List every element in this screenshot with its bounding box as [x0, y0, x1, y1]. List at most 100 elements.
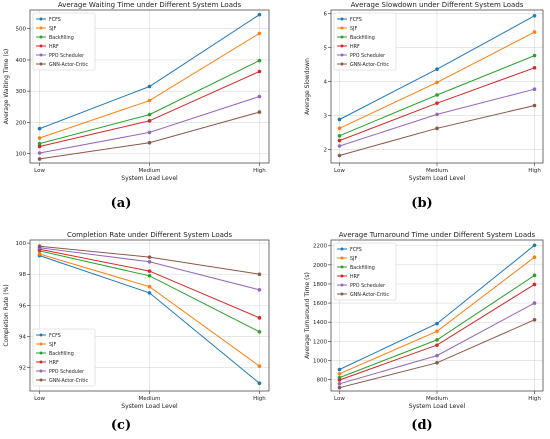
data-point: [435, 338, 439, 342]
legend-marker: [340, 26, 344, 30]
legend-label: GNN-Actor-Critic: [49, 62, 88, 68]
data-point: [337, 126, 342, 131]
data-point: [257, 58, 262, 63]
legend-marker: [39, 333, 43, 337]
data-point: [257, 69, 262, 74]
data-point: [337, 385, 342, 390]
legend-marker: [39, 369, 43, 373]
x-tick-label: Medium: [426, 396, 448, 402]
data-point: [435, 321, 439, 326]
y-tick-label: 1600: [313, 301, 327, 307]
caption-b: (b): [411, 196, 433, 211]
legend-box: [333, 12, 397, 71]
legend-label: GNN-Actor-Critic: [350, 292, 389, 298]
data-point: [337, 367, 342, 372]
data-point: [147, 130, 152, 135]
data-point: [435, 361, 439, 365]
y-axis-label: Completion Rate (%): [3, 284, 10, 346]
caption-a: (a): [110, 196, 132, 211]
data-point: [147, 140, 152, 145]
y-tick-label: 94: [19, 335, 26, 341]
y-tick-label: 1200: [313, 339, 327, 345]
data-point: [147, 284, 152, 289]
data-point: [435, 93, 439, 97]
caption-c: (c): [110, 418, 132, 433]
data-point: [147, 259, 152, 264]
legend-label: PPO Scheduler: [350, 53, 385, 59]
chart-title: Average Waiting Time under Different Sys…: [58, 1, 242, 9]
legend-marker: [340, 53, 344, 57]
x-axis-label: System Load Level: [409, 403, 466, 410]
data-point: [37, 157, 42, 161]
y-tick-label: 4: [324, 79, 328, 85]
legend-label: Backfilling: [49, 351, 74, 357]
data-point: [532, 87, 537, 92]
y-tick-label: 3: [324, 113, 328, 119]
data-point: [37, 144, 42, 149]
data-point: [337, 134, 342, 138]
legend-label: HRF: [49, 44, 59, 50]
y-axis-label: Average Slowdown: [304, 58, 311, 115]
data-point: [37, 151, 42, 155]
legend-marker: [39, 53, 43, 57]
data-point: [532, 30, 537, 34]
x-tick-label: High: [528, 396, 541, 402]
legend-label: PPO Scheduler: [350, 283, 385, 289]
data-point: [37, 136, 42, 140]
chart-title: Average Slowdown under Different System …: [351, 1, 524, 9]
legend-box: [32, 12, 96, 71]
data-point: [435, 126, 439, 131]
y-axis-label: Average Turnaround Time (s): [304, 272, 311, 359]
y-tick-label: 100: [16, 152, 27, 158]
chart-title: Completion Rate under Different System L…: [67, 231, 232, 239]
x-tick-label: Low: [34, 168, 45, 174]
data-point: [532, 318, 537, 322]
legend-box: [333, 242, 397, 301]
data-point: [435, 80, 439, 85]
y-tick-label: 6: [324, 11, 328, 17]
data-point: [532, 243, 537, 248]
data-point: [532, 255, 537, 260]
y-tick-label: 98: [19, 272, 26, 278]
data-point: [532, 53, 537, 58]
legend-marker: [340, 17, 344, 21]
legend: FCFS SJF Backfilling HRF PPO Scheduler GNN-Ac…: [333, 242, 397, 301]
legend-label: FCFS: [49, 17, 61, 23]
data-point: [257, 330, 262, 334]
legend-label: HRF: [350, 44, 360, 50]
data-point: [37, 141, 42, 146]
y-tick-label: 100: [16, 241, 27, 247]
legend-marker: [39, 342, 43, 346]
legend-label: Backfilling: [350, 35, 375, 41]
legend-label: SJF: [49, 26, 56, 32]
legend: FCFS SJF Backfilling HRF PPO Scheduler GNN-Ac…: [32, 328, 96, 387]
legend-label: SJF: [49, 342, 56, 348]
data-point: [532, 301, 537, 305]
data-point: [257, 110, 262, 114]
data-point: [337, 378, 342, 382]
data-point: [435, 112, 439, 117]
legend-label: FCFS: [350, 17, 362, 23]
legend-label: HRF: [350, 274, 360, 280]
legend-label: SJF: [350, 26, 357, 32]
x-tick-label: Medium: [139, 168, 161, 174]
legend-marker: [39, 35, 43, 39]
caption-d: (d): [411, 418, 433, 433]
chart-panel-3: 800 1000 1200 1400 1600 1800 2000 2200 Low Medium…: [304, 231, 544, 410]
data-point: [532, 103, 537, 108]
legend-box: [32, 328, 96, 387]
legend-marker: [39, 44, 43, 48]
data-point: [435, 101, 439, 105]
legend-label: PPO Scheduler: [49, 53, 84, 59]
y-tick-label: 400: [16, 58, 27, 64]
y-tick-label: 96: [19, 303, 26, 309]
data-point: [147, 119, 152, 123]
legend-marker: [340, 265, 344, 269]
legend-label: HRF: [49, 360, 59, 366]
data-point: [257, 381, 262, 386]
chart-panel-1: 2 3 4 5 6 Low Medium High Average Slowdown under…: [304, 1, 544, 182]
data-point: [435, 67, 439, 71]
data-point: [147, 269, 152, 273]
chart-title: Average Turnaround Time under Different …: [339, 231, 536, 239]
